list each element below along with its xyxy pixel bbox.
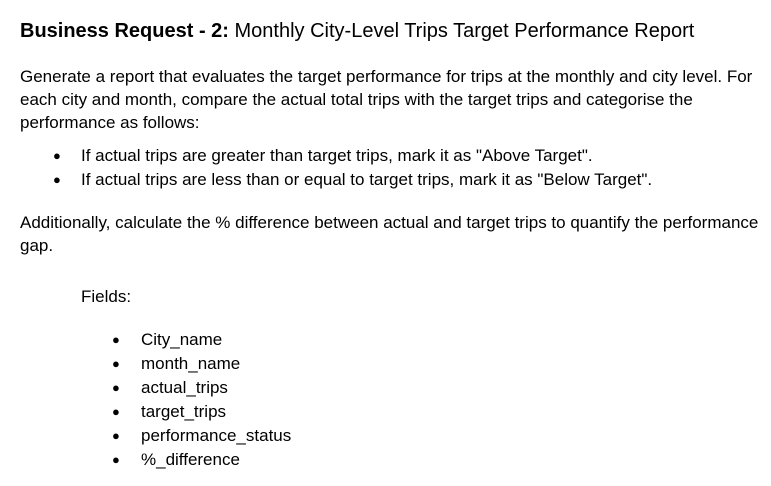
bullet-icon: ● — [112, 452, 120, 467]
bullet-icon: ● — [112, 380, 120, 395]
request-number: Business Request - 2: — [20, 20, 229, 42]
field-name: month_name — [141, 354, 241, 373]
rules-list: ● If actual trips are greater than target… — [20, 144, 760, 192]
fields-label: Fields: — [81, 287, 132, 306]
list-item: ● month_name — [20, 352, 760, 376]
list-item: ● actual_trips — [20, 376, 760, 400]
field-name: performance_status — [141, 426, 292, 445]
additional-paragraph: Additionally, calculate the % difference… — [20, 213, 759, 255]
list-item: ● If actual trips are less than or equal … — [20, 168, 760, 192]
list-item: ● target_trips — [20, 400, 760, 424]
field-name: target_trips — [141, 402, 227, 421]
intro-paragraph: Generate a report that evaluates the tar… — [20, 67, 753, 132]
bullet-icon: ● — [112, 428, 120, 443]
list-item-text: If actual trips are less than or equal t… — [81, 170, 653, 189]
bullet-icon: ● — [53, 172, 61, 187]
bullet-icon: ● — [53, 148, 61, 163]
list-item: ● City_name — [20, 328, 760, 352]
document: Business Request - 2: Monthly City-Level… — [20, 19, 760, 472]
list-item: ● %_difference — [20, 448, 760, 472]
bullet-icon: ● — [112, 404, 120, 419]
list-item-text: If actual trips are greater than target … — [81, 146, 593, 165]
page-title: Business Request - 2: Monthly City-Level… — [20, 19, 760, 43]
field-name: %_difference — [141, 450, 240, 469]
field-name: actual_trips — [141, 378, 228, 397]
bullet-icon: ● — [112, 332, 120, 347]
field-name: City_name — [141, 330, 223, 349]
request-title: Monthly City-Level Trips Target Performa… — [228, 20, 695, 42]
list-item: ● If actual trips are greater than target… — [20, 144, 760, 168]
list-item: ● performance_status — [20, 424, 760, 448]
fields-list: ● City_name ● month_name ● actual_trips ● ta… — [20, 328, 760, 472]
bullet-icon: ● — [112, 356, 120, 371]
